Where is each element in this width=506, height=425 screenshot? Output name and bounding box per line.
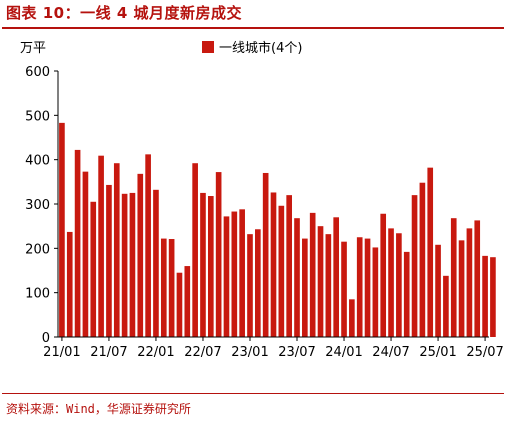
- y-tick-label: 100: [25, 287, 50, 302]
- bar-24/05: [372, 247, 379, 337]
- bar-21/08: [113, 163, 120, 337]
- bar-21/09: [121, 193, 128, 337]
- bar-23/04: [270, 192, 277, 337]
- bar-23/12: [333, 217, 340, 337]
- bar-22/05: [184, 266, 191, 337]
- y-tick-label: 600: [25, 65, 50, 80]
- x-tick-label: 25/01: [419, 345, 456, 360]
- bar-25/04: [458, 240, 465, 337]
- bar-23/01: [247, 234, 253, 337]
- x-tick-label: 23/01: [231, 345, 268, 360]
- y-tick-label: 300: [25, 198, 50, 213]
- bar-25/02: [443, 275, 449, 337]
- bar-24/07: [388, 228, 394, 337]
- y-unit-label: 万平: [20, 41, 46, 56]
- bar-22/07: [200, 192, 206, 337]
- legend: 一线城市(4个): [202, 40, 302, 56]
- bar-25/01: [435, 244, 441, 337]
- bar-21/12: [145, 154, 151, 337]
- x-tick-label: 24/01: [325, 345, 362, 360]
- x-tick-label: 24/07: [372, 345, 409, 360]
- bar-22/02: [160, 238, 167, 337]
- bar-undefined: [490, 257, 496, 337]
- x-tick-label: 21/07: [90, 345, 127, 360]
- source-divider: [2, 393, 504, 394]
- bar-24/11: [419, 182, 426, 337]
- bar-24/02: [349, 299, 355, 337]
- bar-21/11: [137, 173, 144, 337]
- bar-24/04: [364, 238, 371, 337]
- x-tick-label: 21/01: [43, 345, 80, 360]
- legend-label: 一线城市(4个): [219, 40, 302, 56]
- bar-25/07: [482, 255, 488, 337]
- bars-group: [59, 122, 496, 338]
- bar-22/06: [192, 163, 198, 337]
- bar-25/05: [466, 228, 473, 337]
- legend-swatch: [202, 41, 214, 53]
- bar-23/10: [317, 226, 324, 337]
- bar-25/06: [474, 220, 481, 337]
- bar-25/03: [450, 218, 457, 337]
- bar-22/04: [176, 272, 183, 337]
- bar-24/10: [411, 195, 418, 337]
- bar-21/06: [98, 155, 104, 337]
- x-tick-label: 22/01: [137, 345, 174, 360]
- x-tick-label: 23/07: [278, 345, 315, 360]
- y-tick-label: 500: [25, 109, 50, 124]
- bar-24/12: [427, 167, 434, 337]
- bar-21/04: [82, 171, 89, 337]
- bar-23/06: [286, 195, 292, 337]
- bar-24/09: [403, 251, 410, 337]
- y-tick-label: 400: [25, 154, 50, 169]
- bar-22/12: [239, 209, 245, 337]
- bar-21/01: [59, 122, 65, 338]
- bar-23/09: [309, 212, 316, 337]
- bar-21/05: [90, 201, 97, 337]
- bar-22/08: [207, 196, 214, 337]
- bar-24/08: [396, 233, 402, 337]
- y-tick-label: 0: [42, 331, 50, 346]
- axes-group: 0 100 200 300 400 500 600 21/01 21/07 22/01 22/07 2…: [25, 65, 504, 360]
- bar-24/06: [380, 213, 387, 337]
- source-note: 资料来源：Wind，华源证券研究所: [6, 402, 191, 416]
- bar-23/05: [278, 205, 285, 337]
- bar-21/02: [66, 231, 73, 337]
- title-divider: [2, 27, 504, 29]
- bar-23/03: [262, 172, 269, 337]
- bar-22/01: [153, 189, 159, 337]
- bar-23/11: [325, 234, 332, 337]
- bar-22/10: [223, 216, 230, 337]
- y-tick-label: 200: [25, 242, 50, 257]
- bar-21/10: [129, 192, 136, 337]
- bar-24/03: [356, 237, 363, 337]
- bar-23/08: [302, 238, 308, 337]
- bar-22/11: [231, 211, 238, 337]
- bar-22/03: [168, 239, 175, 337]
- bar-23/07: [294, 218, 300, 337]
- x-tick-label: 22/07: [184, 345, 221, 360]
- figure-title: 图表 10：一线 4 城月度新房成交: [6, 4, 242, 22]
- bar-21/03: [74, 149, 81, 337]
- bar-24/01: [341, 241, 347, 337]
- x-tick-label: 25/07: [466, 345, 503, 360]
- bar-22/09: [215, 172, 222, 337]
- bar-23/02: [255, 229, 261, 337]
- bar-21/07: [106, 184, 112, 337]
